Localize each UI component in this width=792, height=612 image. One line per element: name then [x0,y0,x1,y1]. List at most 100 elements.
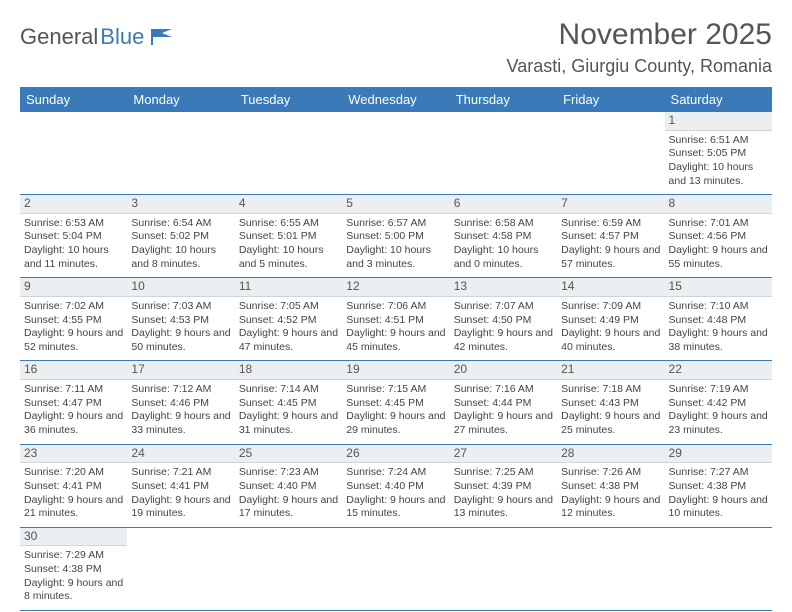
daylight-line: Daylight: 10 hours and 8 minutes. [131,244,230,271]
sunset-line: Sunset: 5:04 PM [24,230,123,244]
day-number: 16 [20,361,127,380]
sunrise-line: Sunrise: 6:58 AM [454,217,553,231]
day-number: 4 [235,195,342,214]
sunrise-line: Sunrise: 7:18 AM [561,383,660,397]
calendar-row: 1Sunrise: 6:51 AMSunset: 5:05 PMDaylight… [20,112,772,195]
daylight-line: Daylight: 9 hours and 42 minutes. [454,327,553,354]
day-cell: 27Sunrise: 7:25 AMSunset: 4:39 PMDayligh… [450,444,557,527]
daylight-line: Daylight: 10 hours and 3 minutes. [346,244,445,271]
logo-text-general: General [20,24,98,50]
day-cell: 3Sunrise: 6:54 AMSunset: 5:02 PMDaylight… [127,195,234,278]
day-header: Sunday [20,87,127,112]
sunset-line: Sunset: 4:58 PM [454,230,553,244]
sunrise-line: Sunrise: 7:20 AM [24,466,123,480]
daylight-line: Daylight: 9 hours and 47 minutes. [239,327,338,354]
day-number: 29 [665,445,772,464]
day-cell: 4Sunrise: 6:55 AMSunset: 5:01 PMDaylight… [235,195,342,278]
day-number: 3 [127,195,234,214]
empty-cell [665,527,772,610]
sunset-line: Sunset: 4:45 PM [346,397,445,411]
sunset-line: Sunset: 4:42 PM [669,397,768,411]
day-number: 7 [557,195,664,214]
logo: GeneralBlue [20,18,176,50]
day-cell: 6Sunrise: 6:58 AMSunset: 4:58 PMDaylight… [450,195,557,278]
day-number: 22 [665,361,772,380]
sunrise-line: Sunrise: 6:54 AM [131,217,230,231]
daylight-line: Daylight: 9 hours and 45 minutes. [346,327,445,354]
sunrise-line: Sunrise: 6:59 AM [561,217,660,231]
calendar-table: SundayMondayTuesdayWednesdayThursdayFrid… [20,87,772,611]
daylight-line: Daylight: 9 hours and 38 minutes. [669,327,768,354]
sunset-line: Sunset: 4:41 PM [24,480,123,494]
day-number: 10 [127,278,234,297]
day-cell: 28Sunrise: 7:26 AMSunset: 4:38 PMDayligh… [557,444,664,527]
day-cell: 7 Sunrise: 6:59 AMSunset: 4:57 PMDaylight… [557,195,664,278]
day-cell: 15Sunrise: 7:10 AMSunset: 4:48 PMDayligh… [665,278,772,361]
empty-cell [235,527,342,610]
day-cell: 17Sunrise: 7:12 AMSunset: 4:46 PMDayligh… [127,361,234,444]
day-header: Monday [127,87,234,112]
day-cell: 22Sunrise: 7:19 AMSunset: 4:42 PMDayligh… [665,361,772,444]
day-number: 19 [342,361,449,380]
day-number: 9 [20,278,127,297]
day-cell: 12Sunrise: 7:06 AMSunset: 4:51 PMDayligh… [342,278,449,361]
day-cell: 10Sunrise: 7:03 AMSunset: 4:53 PMDayligh… [127,278,234,361]
daylight-line: Daylight: 10 hours and 0 minutes. [454,244,553,271]
month-title: November 2025 [507,18,772,52]
day-number: 18 [235,361,342,380]
sunset-line: Sunset: 4:51 PM [346,314,445,328]
sunset-line: Sunset: 4:57 PM [561,230,660,244]
daylight-line: Daylight: 9 hours and 29 minutes. [346,410,445,437]
calendar-header-row: SundayMondayTuesdayWednesdayThursdayFrid… [20,87,772,112]
daylight-line: Daylight: 9 hours and 52 minutes. [24,327,123,354]
sunset-line: Sunset: 4:49 PM [561,314,660,328]
day-cell: 2Sunrise: 6:53 AMSunset: 5:04 PMDaylight… [20,195,127,278]
sunrise-line: Sunrise: 7:10 AM [669,300,768,314]
day-number: 30 [20,528,127,547]
sunset-line: Sunset: 5:00 PM [346,230,445,244]
daylight-line: Daylight: 9 hours and 55 minutes. [669,244,768,271]
daylight-line: Daylight: 10 hours and 13 minutes. [669,161,768,188]
sunset-line: Sunset: 4:38 PM [561,480,660,494]
day-number: 17 [127,361,234,380]
sunrise-line: Sunrise: 7:01 AM [669,217,768,231]
daylight-line: Daylight: 9 hours and 12 minutes. [561,494,660,521]
day-cell: 21Sunrise: 7:18 AMSunset: 4:43 PMDayligh… [557,361,664,444]
calendar-row: 23Sunrise: 7:20 AMSunset: 4:41 PMDayligh… [20,444,772,527]
logo-flag-icon [150,28,176,46]
sunset-line: Sunset: 4:41 PM [131,480,230,494]
day-cell: 23Sunrise: 7:20 AMSunset: 4:41 PMDayligh… [20,444,127,527]
sunset-line: Sunset: 4:40 PM [239,480,338,494]
empty-cell [127,527,234,610]
day-number: 5 [342,195,449,214]
sunset-line: Sunset: 5:01 PM [239,230,338,244]
day-number: 27 [450,445,557,464]
empty-cell [20,112,127,195]
day-number: 21 [557,361,664,380]
daylight-line: Daylight: 9 hours and 40 minutes. [561,327,660,354]
daylight-line: Daylight: 9 hours and 27 minutes. [454,410,553,437]
title-block: November 2025 Varasti, Giurgiu County, R… [507,18,772,77]
day-cell: 11Sunrise: 7:05 AMSunset: 4:52 PMDayligh… [235,278,342,361]
sunrise-line: Sunrise: 7:29 AM [24,549,123,563]
day-number: 26 [342,445,449,464]
day-header: Saturday [665,87,772,112]
sunset-line: Sunset: 4:45 PM [239,397,338,411]
day-cell: 20Sunrise: 7:16 AMSunset: 4:44 PMDayligh… [450,361,557,444]
sunrise-line: Sunrise: 6:55 AM [239,217,338,231]
calendar-row: 30Sunrise: 7:29 AMSunset: 4:38 PMDayligh… [20,527,772,610]
sunset-line: Sunset: 4:38 PM [24,563,123,577]
sunrise-line: Sunrise: 7:07 AM [454,300,553,314]
day-number: 23 [20,445,127,464]
empty-cell [127,112,234,195]
day-cell: 25Sunrise: 7:23 AMSunset: 4:40 PMDayligh… [235,444,342,527]
daylight-line: Daylight: 9 hours and 57 minutes. [561,244,660,271]
empty-cell [235,112,342,195]
day-cell: 29Sunrise: 7:27 AMSunset: 4:38 PMDayligh… [665,444,772,527]
day-number: 8 [665,195,772,214]
day-number: 2 [20,195,127,214]
location: Varasti, Giurgiu County, Romania [507,56,772,77]
calendar-body: 1Sunrise: 6:51 AMSunset: 5:05 PMDaylight… [20,112,772,610]
day-cell: 13Sunrise: 7:07 AMSunset: 4:50 PMDayligh… [450,278,557,361]
day-header: Thursday [450,87,557,112]
